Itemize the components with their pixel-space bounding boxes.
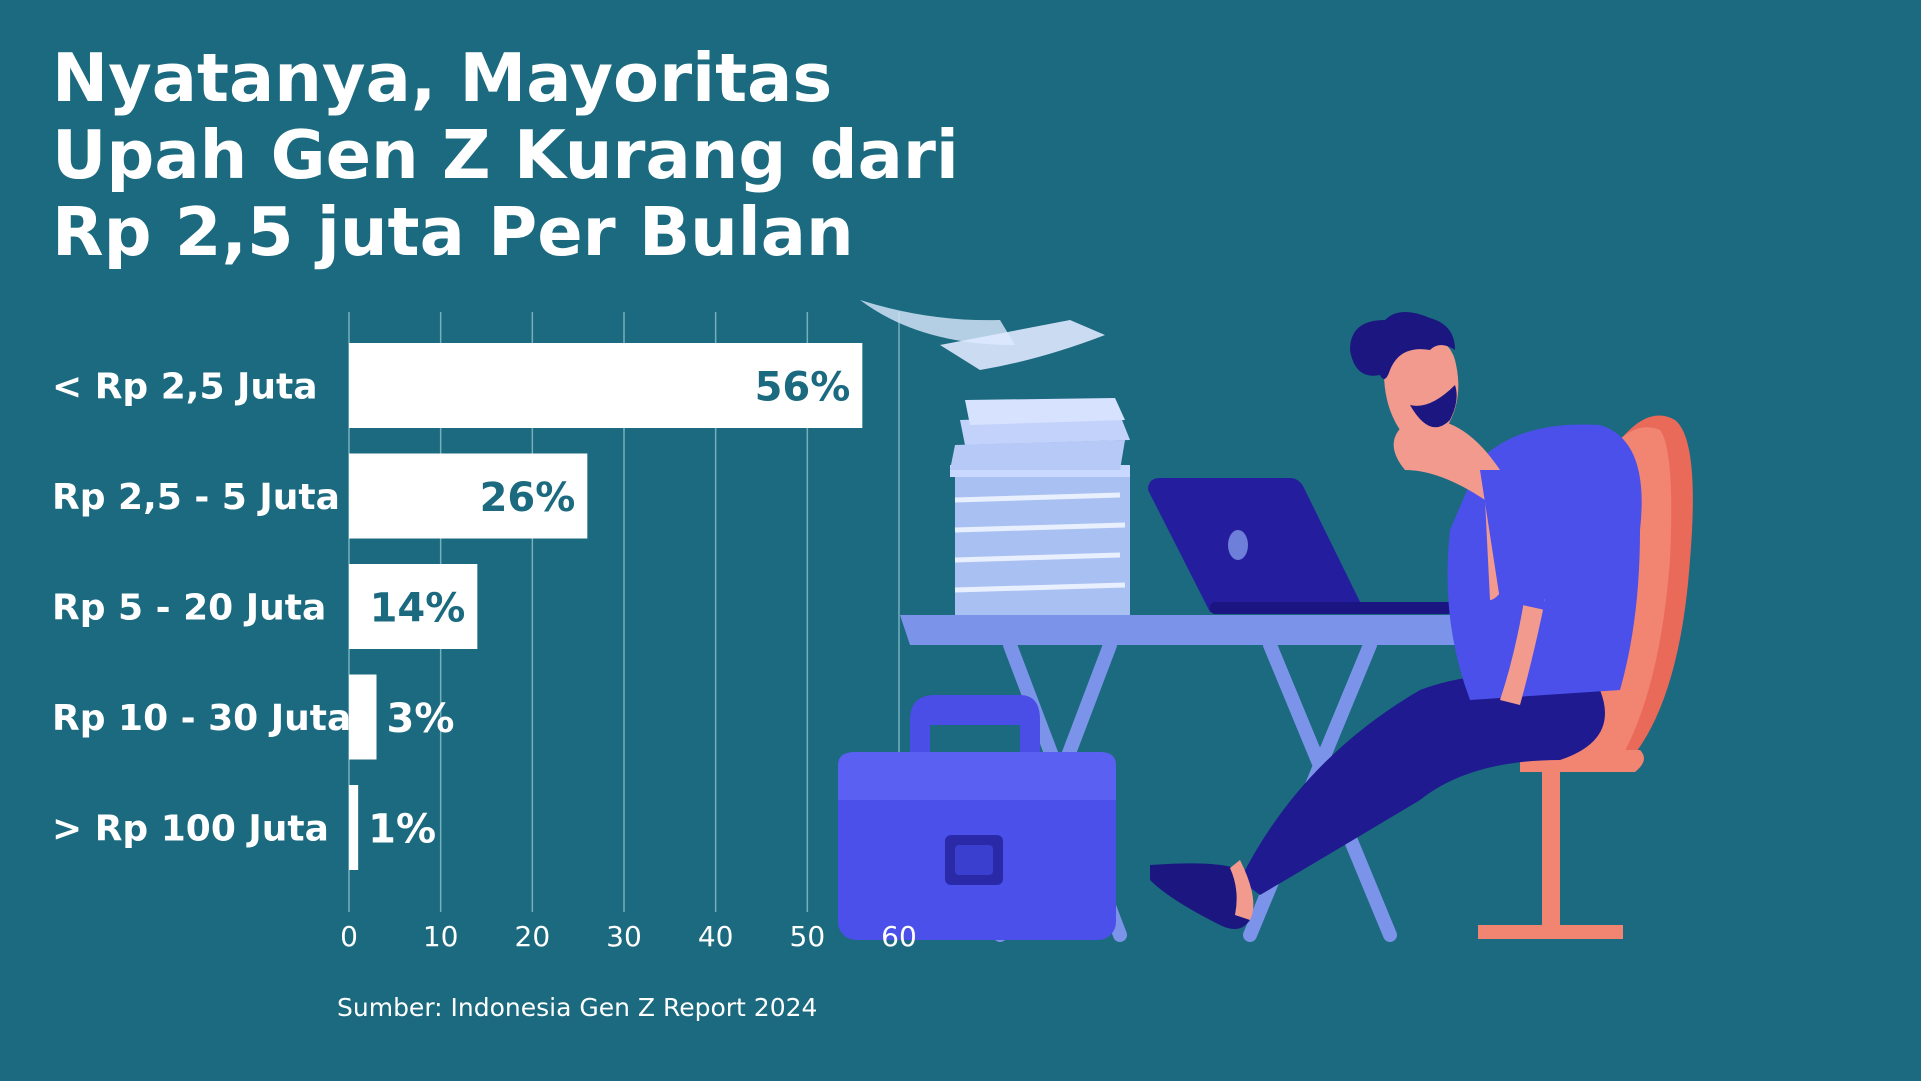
bars-group: [349, 343, 863, 870]
bar: [349, 674, 377, 760]
bar: [349, 343, 863, 428]
category-label: Rp 5 - 20 Juta: [52, 588, 326, 629]
laptop-icon: [1148, 478, 1453, 614]
value-label: 26%: [480, 475, 576, 521]
x-tick-label: 50: [790, 920, 826, 953]
x-tick-label: 60: [881, 920, 917, 953]
category-label: Rp 10 - 30 Juta: [52, 698, 351, 739]
flying-paper-icon: [860, 300, 1015, 345]
category-label: Rp 2,5 - 5 Juta: [52, 477, 340, 518]
flying-paper-icon: [940, 320, 1105, 370]
value-label: 3%: [387, 696, 455, 742]
x-tick-labels: 0 10 20 30 40 50 60: [340, 920, 917, 953]
category-label: < Rp 2,5 Juta: [52, 367, 318, 408]
category-label: > Rp 100 Juta: [52, 809, 329, 850]
category-labels: < Rp 2,5 Juta Rp 2,5 - 5 Juta Rp 5 - 20 Ju…: [52, 367, 351, 850]
bar: [349, 564, 478, 649]
value-label: 56%: [755, 365, 851, 411]
title-line-2: Upah Gen Z Kurang dari: [52, 116, 959, 194]
title-line-1: Nyatanya, Mayoritas: [52, 39, 833, 117]
x-tick-label: 40: [698, 920, 734, 953]
x-tick-label: 0: [340, 920, 358, 953]
x-tick-label: 30: [606, 920, 642, 953]
chart-title: Nyatanya, Mayoritas Upah Gen Z Kurang da…: [52, 39, 959, 271]
worker-illustration: [838, 300, 1693, 942]
paper-stack-icon: [950, 398, 1130, 620]
bar: [349, 453, 588, 539]
value-labels: 56% 26% 14% 3% 1%: [368, 365, 850, 853]
x-tick-label: 10: [423, 920, 459, 953]
value-label: 14%: [370, 586, 466, 632]
bar: [349, 785, 359, 870]
title-line-3: Rp 2,5 juta Per Bulan: [52, 193, 854, 271]
value-label: 1%: [368, 807, 436, 853]
x-tick-label: 20: [515, 920, 551, 953]
briefcase-icon: [838, 695, 1116, 940]
person-icon: [1150, 311, 1642, 929]
source-note: Sumber: Indonesia Gen Z Report 2024: [337, 993, 818, 1022]
